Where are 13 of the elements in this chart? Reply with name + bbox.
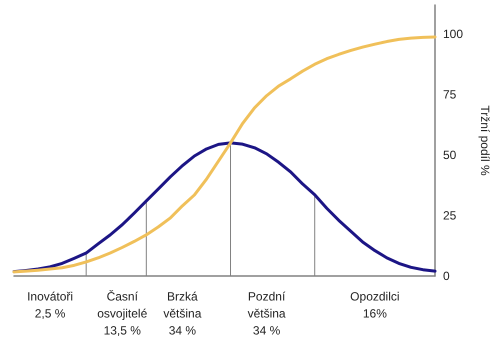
x-tick-label: Inovátoři 2,5 %: [27, 290, 74, 320]
x-tick-label: Opozdilci 16%: [350, 290, 400, 320]
x-tick-label: Pozdní většina 34 %: [248, 290, 286, 338]
y-tick-label: 75: [443, 88, 457, 102]
y-tick-label: 100: [443, 27, 464, 42]
line-series: [12, 35, 436, 274]
y-tick-label: 0: [443, 269, 450, 283]
x-tick-label: Brzká většina 34 %: [163, 290, 202, 338]
y-tick-label: 25: [443, 208, 457, 223]
x-tick-label: Časní osvojitelé 13,5 %: [97, 290, 148, 338]
y-axis-title: Tržní podíl %: [478, 105, 492, 176]
line-series: [12, 141, 436, 274]
y-tick-label: 50: [443, 148, 457, 162]
